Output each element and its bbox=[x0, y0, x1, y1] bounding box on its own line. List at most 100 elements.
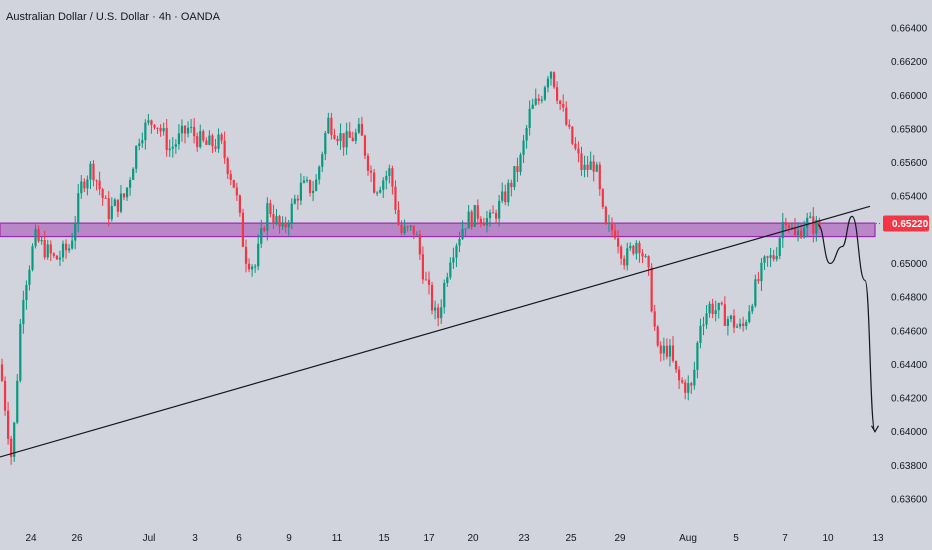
candle-body bbox=[412, 225, 415, 235]
candle-body bbox=[376, 192, 379, 194]
candle-body bbox=[644, 256, 647, 258]
candle-body bbox=[681, 380, 684, 383]
candle-body bbox=[257, 243, 260, 267]
candle-body bbox=[223, 140, 226, 159]
candle-body bbox=[196, 136, 199, 148]
candle-body bbox=[132, 168, 135, 180]
candle-body bbox=[52, 253, 55, 256]
candle-body bbox=[193, 126, 196, 137]
candle-body bbox=[122, 193, 126, 198]
candle-body bbox=[449, 262, 452, 278]
price-tick-label: 0.65000 bbox=[891, 259, 928, 270]
candle-body bbox=[748, 311, 751, 323]
candle-body bbox=[211, 135, 214, 147]
candle-body bbox=[247, 263, 251, 270]
time-tick-label: Jul bbox=[143, 533, 156, 544]
candle-body bbox=[684, 382, 687, 393]
candle-body bbox=[577, 148, 580, 154]
candle-body bbox=[656, 326, 659, 346]
price-tick-label: 0.64600 bbox=[891, 326, 928, 337]
candle-body bbox=[650, 267, 653, 312]
candle-body bbox=[351, 137, 354, 142]
candle-body bbox=[147, 120, 150, 123]
current-price-label: 0.65220 bbox=[892, 219, 929, 230]
candle-body bbox=[775, 255, 778, 260]
candle-body bbox=[296, 198, 299, 201]
candle-body bbox=[379, 189, 382, 193]
candle-body bbox=[778, 238, 781, 256]
price-tick-label: 0.66400 bbox=[891, 24, 928, 35]
candle-body bbox=[68, 248, 71, 251]
candle-body bbox=[659, 345, 662, 354]
candle-body bbox=[409, 225, 412, 227]
candle-body bbox=[156, 127, 159, 129]
time-tick-label: 24 bbox=[25, 533, 37, 544]
candle-body bbox=[705, 313, 708, 325]
candle-body bbox=[470, 211, 473, 227]
candle-body bbox=[101, 189, 104, 198]
candle-body bbox=[418, 234, 421, 255]
candle-body bbox=[339, 133, 342, 142]
candle-body bbox=[476, 205, 479, 219]
candle-body bbox=[568, 124, 571, 127]
candle-body bbox=[83, 181, 86, 189]
candle-body bbox=[37, 229, 40, 242]
time-tick-label: 7 bbox=[782, 533, 788, 544]
candle-body bbox=[186, 127, 190, 134]
candle-body bbox=[632, 245, 635, 254]
candle-body bbox=[507, 182, 510, 203]
candle-body bbox=[635, 243, 638, 254]
candle-body bbox=[491, 212, 495, 214]
candle-body bbox=[668, 345, 672, 357]
candle-body bbox=[537, 98, 540, 101]
candle-body bbox=[406, 226, 409, 228]
candle-body bbox=[10, 438, 13, 457]
candle-body bbox=[129, 179, 132, 188]
candle-body bbox=[626, 248, 629, 266]
candle-body bbox=[717, 302, 720, 311]
candle-body bbox=[488, 212, 492, 219]
price-tick-label: 0.63800 bbox=[891, 461, 928, 472]
candle-body bbox=[620, 246, 623, 259]
candle-body bbox=[571, 126, 574, 144]
candle-body bbox=[729, 315, 733, 320]
candle-body bbox=[159, 127, 162, 132]
candle-body bbox=[110, 206, 113, 220]
candle-body bbox=[589, 161, 592, 170]
candle-body bbox=[55, 255, 58, 260]
candle-body bbox=[61, 243, 65, 258]
candle-body bbox=[430, 284, 434, 311]
candle-body bbox=[74, 223, 77, 241]
candle-body bbox=[336, 138, 339, 142]
candle-body bbox=[812, 216, 815, 234]
candle-body bbox=[400, 224, 403, 233]
candle-body bbox=[287, 223, 290, 228]
time-tick-label: 5 bbox=[733, 533, 739, 544]
candle-body bbox=[119, 193, 123, 212]
candle-body bbox=[769, 255, 772, 258]
candle-body bbox=[360, 124, 363, 136]
candle-body bbox=[546, 78, 550, 88]
candle-body bbox=[46, 244, 49, 258]
time-tick-label: Aug bbox=[679, 533, 697, 544]
candle-body bbox=[214, 146, 217, 149]
candle-body bbox=[479, 218, 482, 223]
candle-body bbox=[363, 135, 367, 156]
candle-body bbox=[559, 100, 562, 104]
candle-body bbox=[0, 364, 4, 381]
candle-body bbox=[522, 140, 525, 155]
candle-body bbox=[629, 245, 632, 249]
time-tick-label: 23 bbox=[518, 533, 530, 544]
candle-body bbox=[528, 108, 531, 129]
candle-body bbox=[696, 342, 699, 370]
candle-body bbox=[318, 166, 321, 180]
time-tick-label: 11 bbox=[332, 533, 343, 544]
candle-body bbox=[446, 277, 449, 284]
candle-body bbox=[766, 256, 769, 258]
candle-body bbox=[254, 266, 257, 268]
candle-body bbox=[217, 134, 220, 149]
candle-body bbox=[586, 164, 589, 170]
candle-body bbox=[617, 238, 620, 247]
candle-body bbox=[452, 257, 455, 263]
